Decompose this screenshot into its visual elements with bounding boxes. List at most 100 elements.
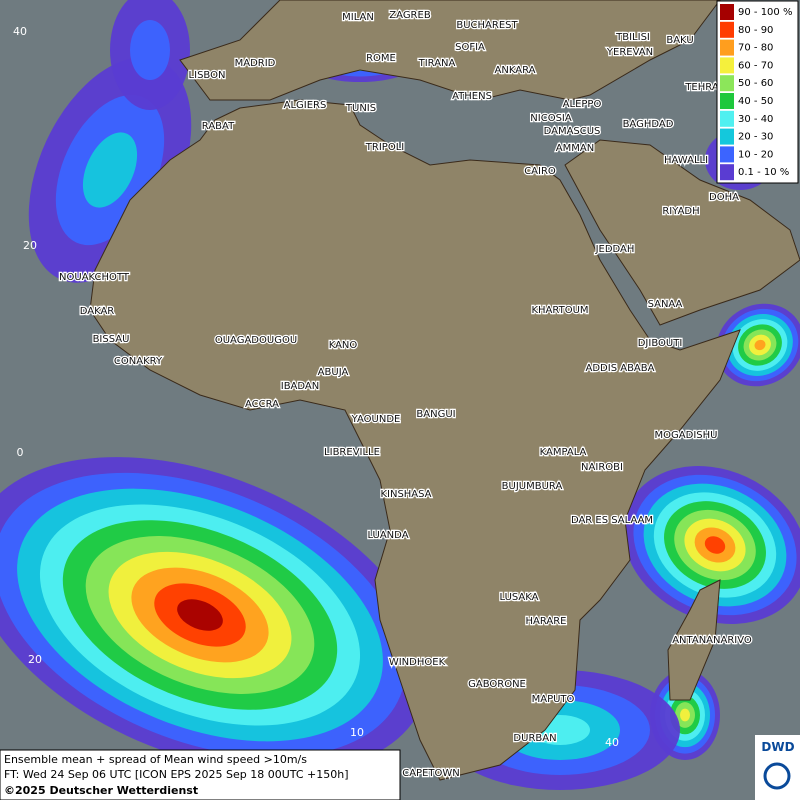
city-label: RABAT <box>202 121 235 132</box>
city-label: ABUJA <box>318 367 349 378</box>
footer: Ensemble mean + spread of Mean wind spee… <box>0 749 401 800</box>
legend-label: 80 - 90 <box>738 25 773 36</box>
city-label: LIBREVILLE <box>324 447 380 458</box>
city-label: LUANDA <box>367 530 408 541</box>
city-label: ALEPPO <box>563 99 602 110</box>
city-label: TIRANA <box>418 58 456 69</box>
city-label: DJIBOUTI <box>638 338 683 349</box>
city-label: NOUAKCHOTT <box>59 272 130 283</box>
city-labels: MILAN ZAGREB BUCHAREST MADRID SOFIA BAKU TBILI… <box>58 9 753 781</box>
city-label: TRIPOLI <box>365 142 404 153</box>
legend-label: 70 - 80 <box>738 43 773 54</box>
wind-area <box>177 599 223 631</box>
wind-area <box>754 339 766 351</box>
legend-swatch <box>720 128 734 145</box>
city-label: CAPETOWN <box>402 768 460 779</box>
city-label: TBILISI <box>615 32 650 43</box>
city-label: GABORONE <box>468 679 526 690</box>
city-label: HARARE <box>525 616 566 627</box>
city-label: ZAGREB <box>389 10 431 21</box>
city-label: ANKARA <box>495 65 536 76</box>
graticule-label: 10 <box>350 726 364 739</box>
city-label: RIYADH <box>662 206 699 217</box>
city-label: WINDHOEK <box>389 657 446 668</box>
city-label: NICOSIA <box>530 113 572 124</box>
legend-swatch <box>720 21 734 38</box>
city-label: JEDDAH <box>595 244 635 255</box>
legend-label: 50 - 60 <box>738 78 773 89</box>
city-label: KHARTOUM <box>531 305 588 316</box>
city-label: NAIROBI <box>581 462 623 473</box>
city-label: BANGUI <box>416 409 455 420</box>
legend-items: 90 - 100 % 80 - 90 70 - 80 60 - 70 50 - 60 40… <box>720 4 792 181</box>
logo-icon <box>763 762 791 790</box>
legend-swatch <box>720 57 734 74</box>
city-label: KANO <box>329 340 358 351</box>
footer-line: ©2025 Deutscher Wetterdienst <box>4 784 198 797</box>
city-label: BUCHAREST <box>456 20 518 31</box>
europe <box>179 0 721 101</box>
city-label: KAMPALA <box>540 447 587 458</box>
footer-line: Ensemble mean + spread of Mean wind spee… <box>4 753 307 766</box>
legend-swatch <box>720 146 734 163</box>
city-label: OUAGADOUGOU <box>215 335 297 346</box>
wind-area <box>82 132 138 208</box>
land <box>89 0 800 781</box>
arabia <box>564 139 800 326</box>
legend-swatch <box>720 93 734 109</box>
graticule-label: 0 <box>17 446 24 459</box>
city-label: DOHA <box>709 192 739 203</box>
city-label: LISBON <box>189 70 226 81</box>
city-label: DAMASCUS <box>544 126 601 137</box>
legend: 90 - 100 % 80 - 90 70 - 80 60 - 70 50 - 60 40… <box>716 0 799 184</box>
logo: DWD <box>755 735 800 800</box>
city-label: BUJUMBURA <box>502 481 563 492</box>
city-label: YEREVAN <box>606 47 653 58</box>
legend-label: 60 - 70 <box>738 60 773 71</box>
city-label: AMMAN <box>556 143 594 154</box>
city-label: IBADAN <box>281 381 320 392</box>
city-label: DAKAR <box>80 306 115 317</box>
city-label: CONAKRY <box>114 356 163 367</box>
city-label: LUSAKA <box>500 592 539 603</box>
city-label: CAIRO <box>524 166 556 177</box>
city-label: HAWALLI <box>664 155 708 166</box>
footer-box <box>0 749 401 800</box>
graticule-label: 40 <box>605 736 619 749</box>
city-label: TUNIS <box>345 103 376 114</box>
africa <box>89 99 741 781</box>
legend-swatch <box>720 164 734 181</box>
city-label: BAGHDAD <box>623 119 674 130</box>
footer-line: FT: Wed 24 Sep 06 UTC [ICON EPS 2025 Sep… <box>4 768 349 781</box>
wind-area <box>704 536 726 554</box>
city-label: ACCRA <box>245 399 279 410</box>
city-label: KINSHASA <box>380 489 431 500</box>
legend-swatch <box>720 75 734 92</box>
legend-swatch <box>720 110 734 127</box>
legend-label: 90 - 100 % <box>738 7 792 18</box>
legend-label: 20 - 30 <box>738 132 773 143</box>
city-label: DURBAN <box>513 733 556 744</box>
city-label: MADRID <box>235 58 276 69</box>
wind-area <box>680 708 690 722</box>
legend-swatch <box>720 4 734 20</box>
logo-text: DWD <box>761 740 794 754</box>
city-label: MILAN <box>342 12 374 23</box>
legend-label: 40 - 50 <box>738 96 773 107</box>
madagascar <box>667 579 721 701</box>
city-label: TEHRA <box>684 82 718 93</box>
city-label: SOFIA <box>455 42 485 53</box>
city-label: ADDIS ABABA <box>586 363 655 374</box>
city-label: YAOUNDE <box>351 414 401 425</box>
city-label: BAKU <box>666 35 693 46</box>
city-label: MAPUTO <box>532 694 575 705</box>
city-label: ROME <box>366 53 396 64</box>
city-label: ALGIERS <box>284 100 327 111</box>
legend-label: 0.1 - 10 % <box>738 167 789 178</box>
city-label: MOGADISHU <box>655 430 718 441</box>
legend-label: 30 - 40 <box>738 114 773 125</box>
graticule-label: 20 <box>28 653 42 666</box>
wind-area <box>130 20 170 80</box>
